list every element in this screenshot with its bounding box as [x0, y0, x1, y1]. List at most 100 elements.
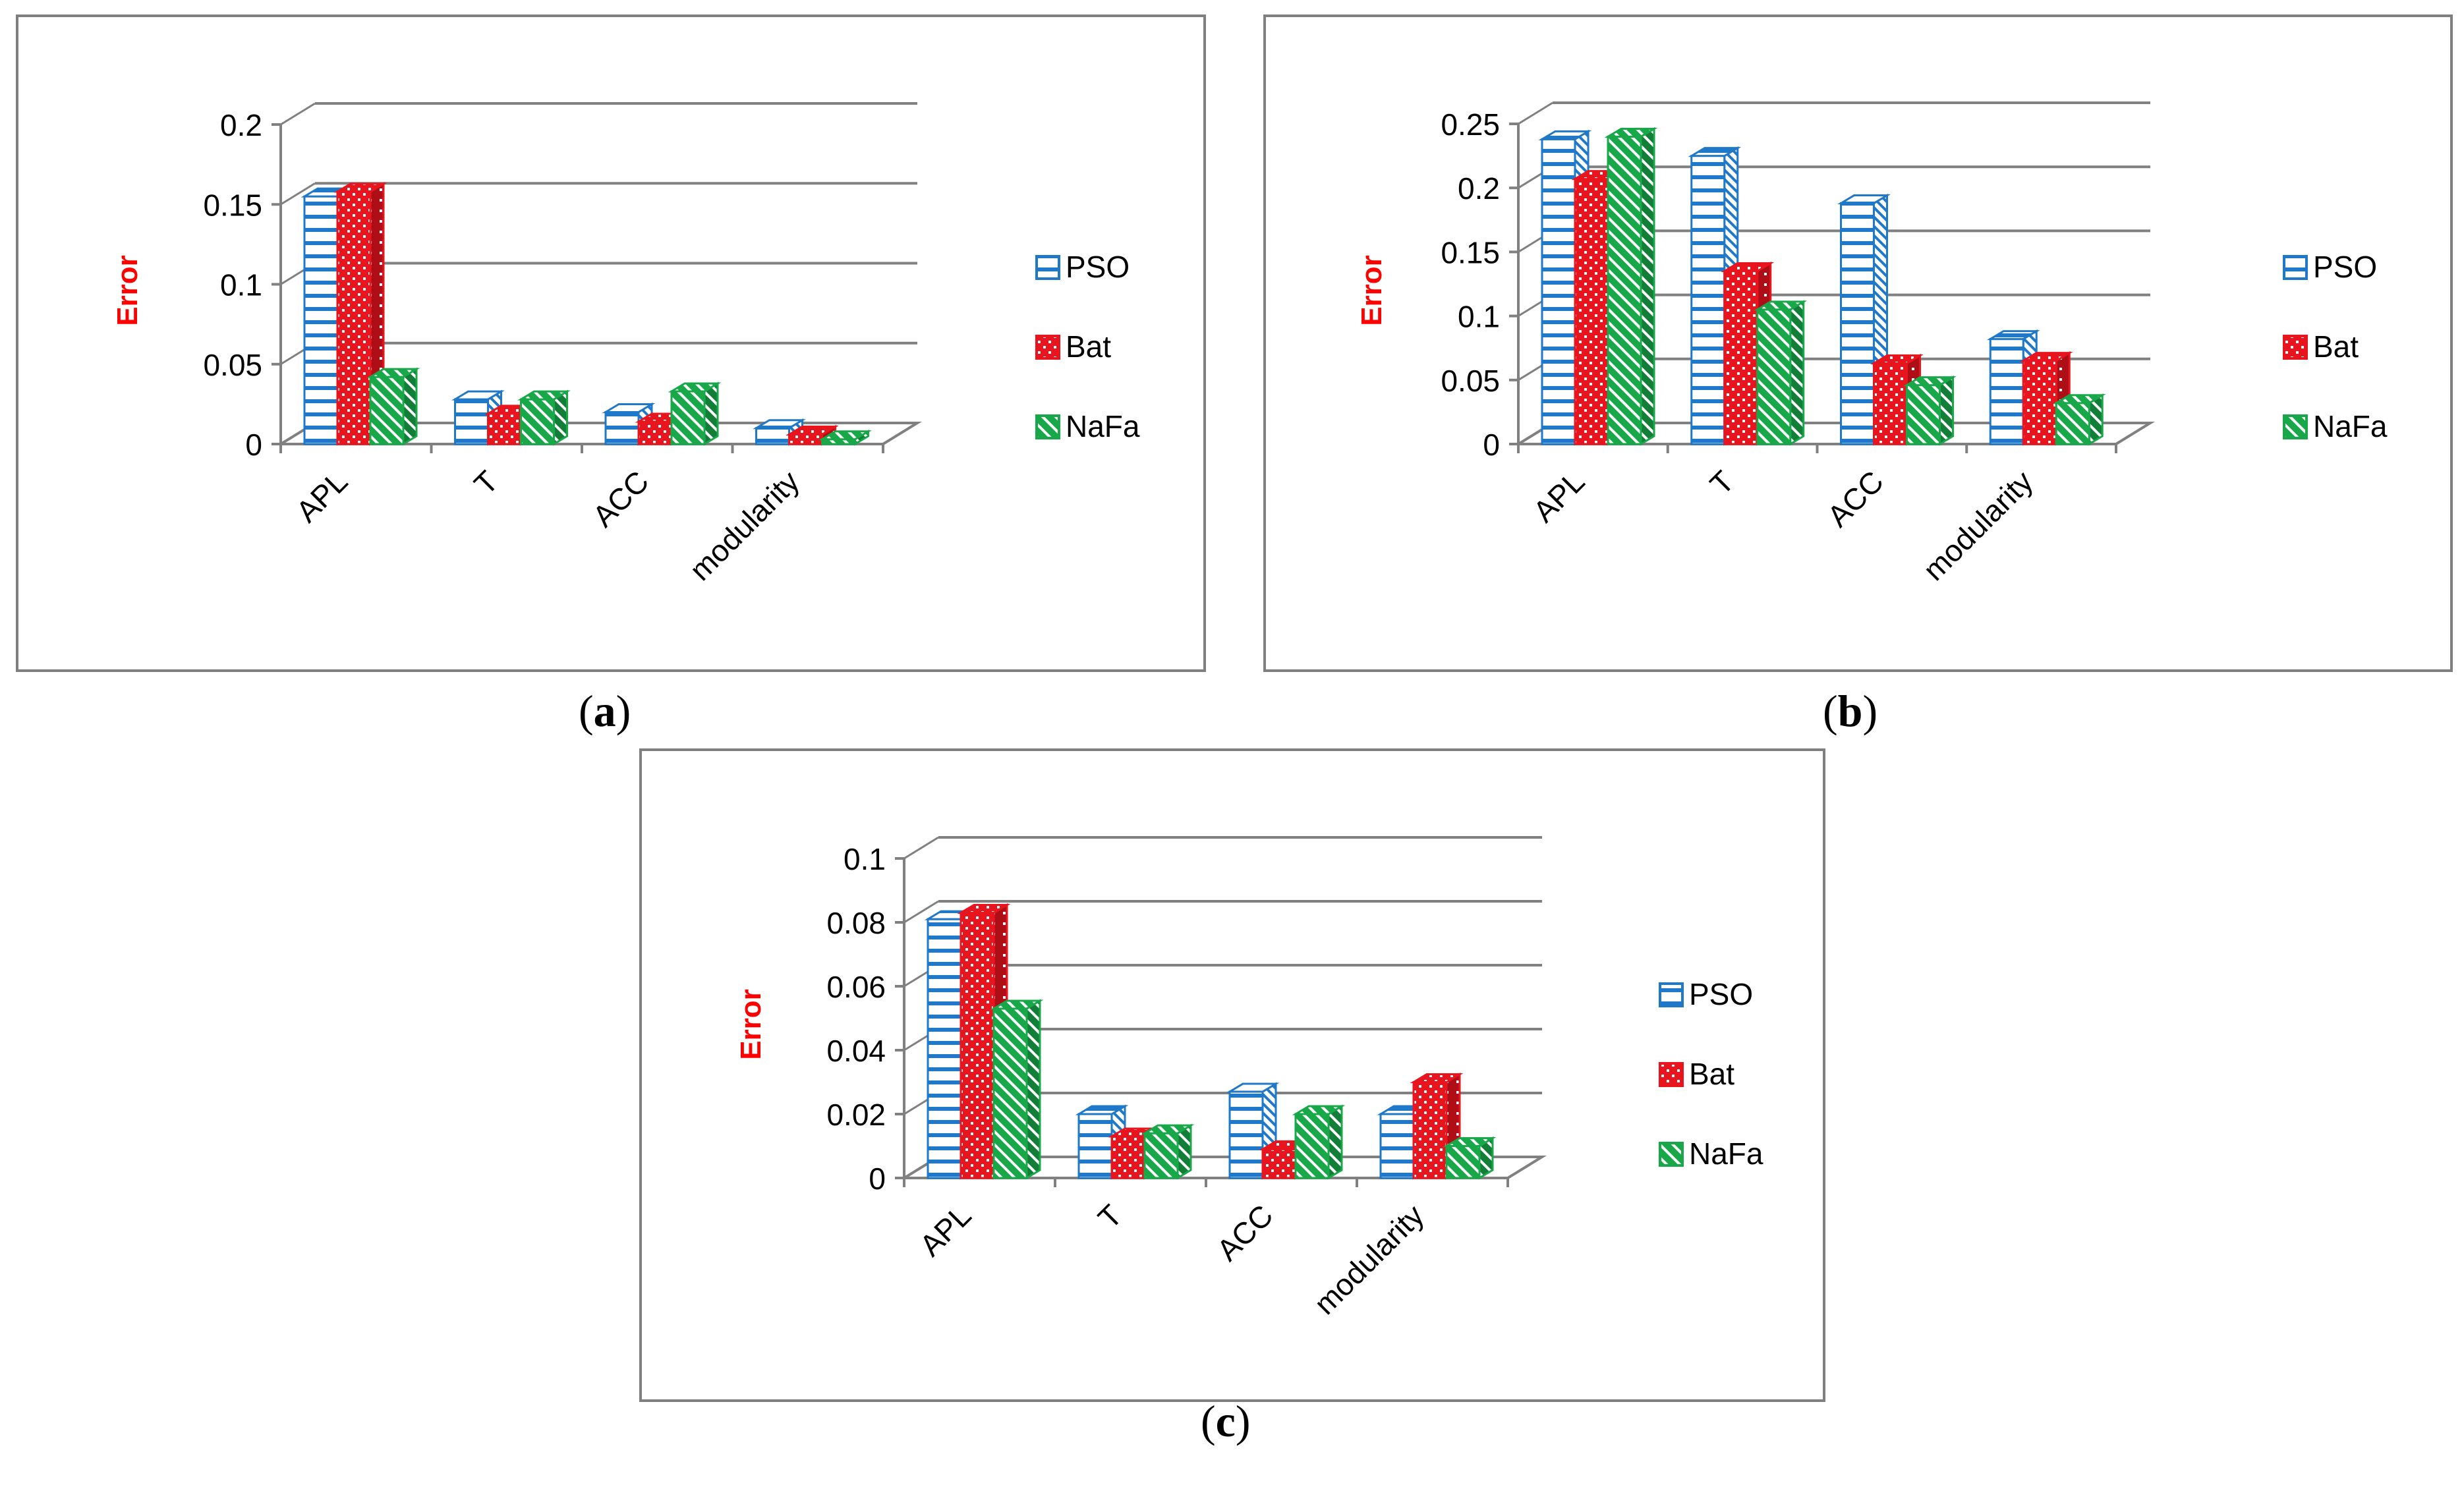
caption-a: (a)	[579, 686, 631, 736]
nafa-bar-modularity-top	[818, 430, 872, 441]
chart-b-svg: 0 0.05 0.1 0.15 0.2 0.25 Error APL T ACC modularit…	[1356, 101, 2388, 587]
legend-label-bat: Bat	[1066, 329, 1111, 364]
pso-bar-apl	[1541, 138, 1576, 445]
nafa-bar-t	[1143, 1132, 1179, 1179]
nafa-bar-acc-top	[1903, 376, 1957, 387]
bat-bar-acc	[1873, 362, 1908, 445]
legend-label-pso: PSO	[1689, 977, 1753, 1011]
legend-label-bat: Bat	[1689, 1057, 1734, 1091]
legend-label-nafa: NaFa	[1066, 409, 1140, 443]
y-tick-label: 0.04	[826, 1034, 886, 1068]
y-axis-title: Error	[111, 255, 144, 326]
y-tick-label: 0.1	[220, 268, 262, 302]
y-tick-label: 0.15	[1441, 235, 1500, 269]
nafa-bar-t	[1756, 308, 1792, 445]
y-tick-label: 0.2	[1458, 171, 1500, 206]
gridline-diagonal	[280, 102, 316, 126]
x-category-label: APL	[913, 1198, 977, 1262]
legend-swatch-pso	[1035, 255, 1060, 280]
y-tick-label: 0.1	[844, 842, 886, 876]
legend-swatch-nafa	[2283, 414, 2308, 439]
bat-bar-apl	[336, 190, 372, 445]
nafa-bar-acc-top	[668, 382, 722, 393]
pso-bar-t	[454, 398, 489, 445]
gridline-diagonal	[280, 182, 316, 206]
nafa-bar-modularity-top	[1443, 1137, 1497, 1147]
bat-bar-acc-top	[1870, 354, 1924, 365]
nafa-bar-apl-side	[402, 367, 418, 446]
x-category-label: APL	[289, 464, 354, 528]
pso-bar-apl	[927, 918, 962, 1179]
pso-bar-modularity	[1379, 1113, 1415, 1179]
nafa-bar-apl-side	[1025, 999, 1041, 1180]
nafa-bar-acc	[1294, 1113, 1330, 1179]
nafa-bar-t-top	[517, 390, 571, 401]
legend-swatch-pso	[2283, 255, 2308, 280]
pso-bar-t-top	[451, 390, 505, 401]
legend-label-nafa: NaFa	[1689, 1136, 1763, 1171]
gridline-diagonal	[903, 900, 939, 924]
x-category-label: T	[1704, 464, 1741, 501]
y-axis-title: Error	[735, 989, 767, 1060]
bat-bar-modularity-top	[1410, 1073, 1464, 1083]
y-tick-label: 0.05	[1441, 364, 1500, 398]
bat-bar-apl-top	[333, 182, 387, 193]
legend-label-pso: PSO	[2313, 250, 2377, 284]
y-tick-label: 0	[245, 428, 262, 462]
y-tick-label: 0	[1483, 428, 1500, 462]
pso-bar-apl-top	[1538, 130, 1592, 140]
legend-swatch-nafa	[1035, 414, 1060, 439]
chart-a-svg: 0 0.05 0.1 0.15 0.2 Error APL T ACC modularity PSO…	[111, 102, 1140, 587]
y-tick-label: 0	[869, 1162, 886, 1196]
nafa-bar-t-top	[1141, 1124, 1195, 1135]
y-tick-label: 0.06	[826, 970, 886, 1004]
legend-label-bat: Bat	[2313, 329, 2359, 364]
legend-label-nafa: NaFa	[2313, 409, 2388, 443]
bat-bar-apl	[960, 911, 995, 1179]
nafa-bar-t	[520, 398, 555, 445]
x-category-label: T	[1091, 1198, 1129, 1235]
pso-bar-acc-top	[1226, 1082, 1280, 1093]
bat-bar-modularity-top	[786, 425, 839, 435]
bat-bar-apl-top	[957, 903, 1011, 914]
legend-swatch-nafa	[1659, 1142, 1684, 1167]
caption-c: (c)	[1201, 1396, 1251, 1446]
y-tick-label: 0.1	[1458, 300, 1500, 334]
y-tick-label: 0.25	[1441, 107, 1500, 142]
gridline-diagonal	[1518, 101, 1553, 125]
bat-bar-t	[1110, 1135, 1146, 1179]
nafa-bar-acc	[1906, 384, 1941, 445]
y-tick-label: 0.2	[220, 108, 262, 142]
pso-bar-acc-top	[602, 403, 656, 413]
nafa-bar-apl	[992, 1007, 1028, 1179]
bat-bar-acc	[637, 420, 673, 445]
x-category-label: modularity	[1307, 1198, 1431, 1321]
nafa-bar-acc	[670, 390, 706, 445]
pso-bar-modularity-top	[753, 419, 806, 430]
bat-bar-modularity	[1412, 1081, 1448, 1179]
x-category-label: ACC	[1210, 1198, 1279, 1267]
nafa-bar-t-top	[1754, 300, 1808, 311]
pso-bar-modularity	[1989, 338, 2024, 445]
bat-bar-t	[487, 412, 522, 445]
y-tick-label: 0.15	[203, 188, 262, 222]
pso-bar-modularity-top	[1986, 330, 2040, 341]
bat-bar-apl	[1574, 178, 1609, 445]
pso-bar-apl	[303, 195, 339, 445]
y-tick-label: 0.08	[826, 906, 886, 940]
nafa-bar-acc-top	[1292, 1105, 1346, 1115]
bat-bar-modularity-top	[2019, 352, 2073, 362]
pso-bar-t-top	[1075, 1105, 1129, 1115]
pso-bar-t	[1077, 1113, 1113, 1179]
legend-swatch-bat	[1035, 335, 1060, 360]
nafa-bar-acc-side	[1327, 1104, 1343, 1180]
gridline-diagonal	[903, 836, 939, 860]
chart-panel-c: 0 0.02 0.04 0.06 0.08 0.1 Error APL T ACC modulari…	[639, 748, 1825, 1402]
nafa-bar-apl-side	[1640, 126, 1655, 446]
nafa-bar-t-side	[1789, 300, 1805, 446]
y-tick-label: 0.02	[826, 1098, 886, 1132]
nafa-bar-apl	[1607, 135, 1642, 445]
bat-bar-t-top	[1721, 262, 1775, 273]
x-category-label: T	[467, 464, 505, 501]
legend-swatch-bat	[1659, 1062, 1684, 1087]
